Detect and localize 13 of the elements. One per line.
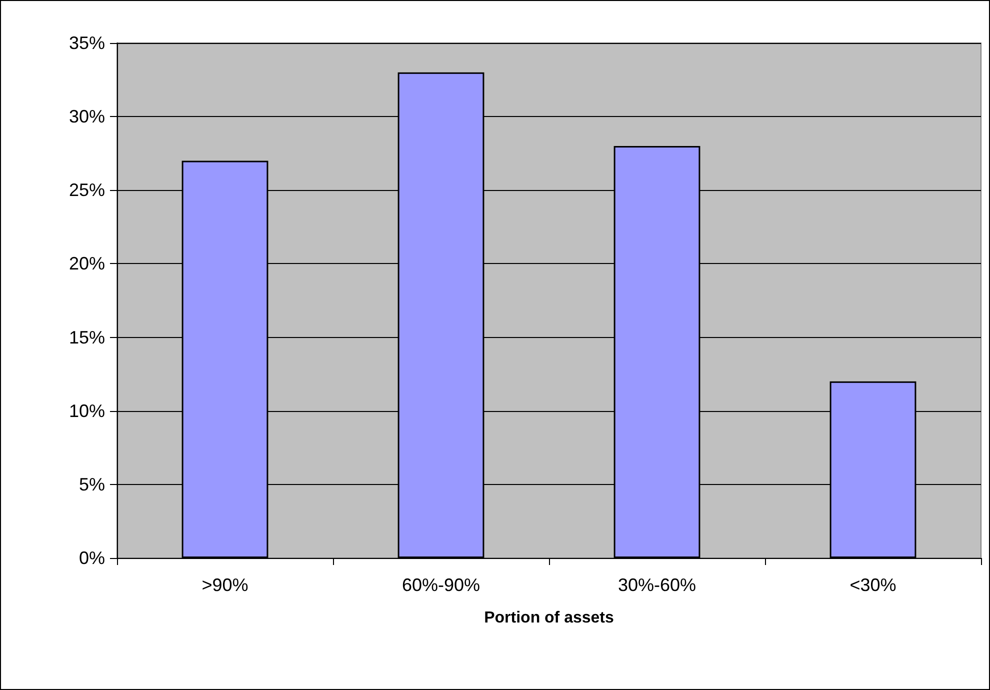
y-tick-label: 15% — [68, 327, 105, 348]
x-tick-label: 60%-90% — [402, 575, 480, 595]
y-tick-label: 10% — [68, 400, 105, 421]
x-tick-label: >90% — [202, 575, 248, 595]
y-tick-label: 25% — [68, 180, 105, 200]
x-tick-label: <30% — [850, 575, 896, 595]
x-tick-label: 30%-60% — [618, 575, 696, 595]
y-tick-label: 0% — [78, 548, 105, 568]
y-tick-label: 20% — [68, 254, 105, 274]
x-axis-title: Portion of assets — [484, 610, 614, 626]
y-tick-label: 35% — [68, 33, 105, 53]
y-tick-label: 5% — [78, 474, 105, 494]
y-tick-label: 30% — [68, 106, 105, 127]
